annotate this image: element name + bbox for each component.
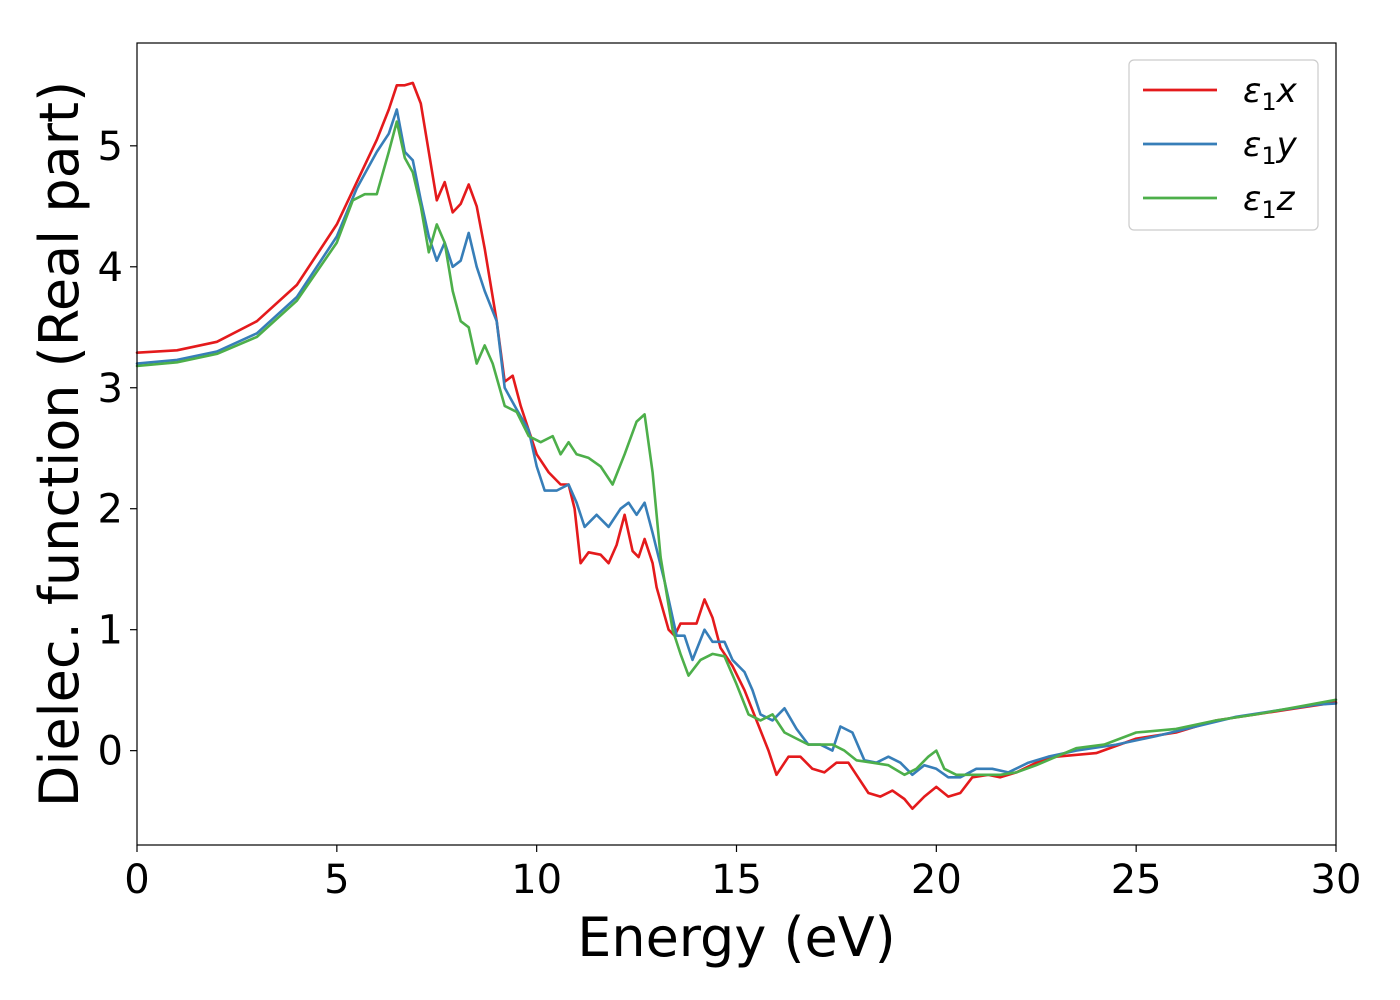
x-tick-label: 5 bbox=[324, 857, 349, 903]
legend-label-y: ε1y bbox=[1243, 125, 1298, 170]
x-tick-label: 20 bbox=[911, 857, 962, 903]
series-layer bbox=[135, 81, 1338, 810]
legend-box bbox=[1128, 59, 1319, 231]
x-tick-label: 0 bbox=[124, 857, 149, 903]
y-tick-label: 3 bbox=[98, 366, 123, 412]
legend: ε1x ε1y ε1z bbox=[1128, 59, 1319, 231]
x-tick-label: 10 bbox=[511, 857, 562, 903]
y-tick-label: 5 bbox=[98, 124, 123, 170]
y-axis-ticks: 0 1 2 3 4 5 bbox=[98, 124, 137, 775]
x-axis-ticks: 0 5 10 15 20 25 30 bbox=[124, 845, 1361, 903]
x-tick-label: 15 bbox=[711, 857, 762, 903]
y-axis-label: Dielec. function (Real part) bbox=[28, 81, 91, 807]
legend-label-x: ε1x bbox=[1243, 71, 1298, 116]
series-line-z bbox=[135, 120, 1338, 777]
x-axis-label: Energy (eV) bbox=[577, 906, 896, 969]
series-line-y bbox=[135, 108, 1338, 779]
y-tick-label: 4 bbox=[98, 245, 123, 291]
y-tick-label: 0 bbox=[98, 729, 123, 775]
legend-label-z: ε1z bbox=[1243, 179, 1296, 224]
x-tick-label: 30 bbox=[1311, 857, 1362, 903]
y-tick-label: 1 bbox=[98, 608, 123, 654]
x-tick-label: 25 bbox=[1111, 857, 1162, 903]
series-line-x bbox=[135, 81, 1338, 810]
y-tick-label: 2 bbox=[98, 487, 123, 533]
